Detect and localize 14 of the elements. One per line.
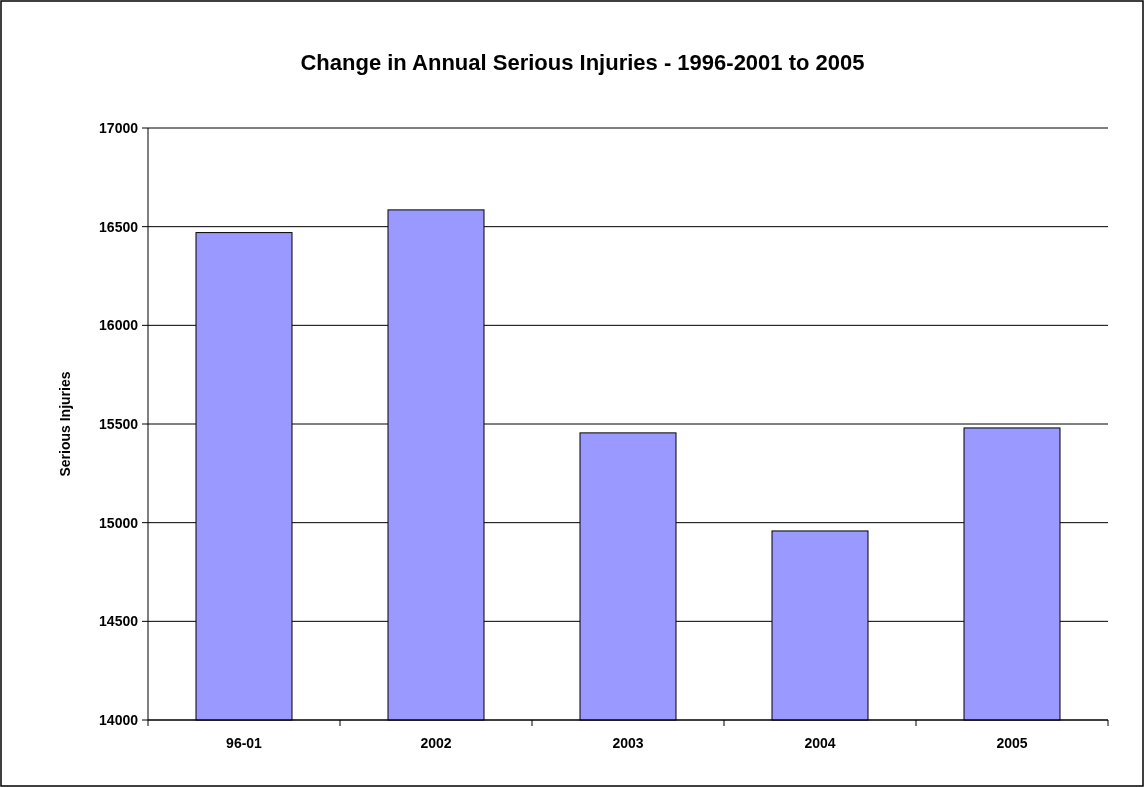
y-tick-label: 15500 [99,415,139,432]
chart-title: Change in Annual Serious Injuries - 1996-2001 to 2005 [300,50,865,75]
x-tick-label: 96-01 [226,735,263,751]
x-tick-label: 2004 [804,735,836,751]
x-tick-label: 2005 [996,735,1028,751]
y-tick-label: 16500 [99,218,139,235]
x-tick-label: 2002 [420,735,452,751]
x-tick-label: 2003 [612,735,644,751]
y-tick-label: 14500 [99,613,139,630]
y-tick-label: 14000 [99,711,139,728]
y-tick-label: 17000 [99,119,139,136]
y-tick-label: 15000 [99,514,139,531]
y-axis-title: Serious Injuries [57,371,73,477]
y-tick-label: 16000 [99,317,139,334]
